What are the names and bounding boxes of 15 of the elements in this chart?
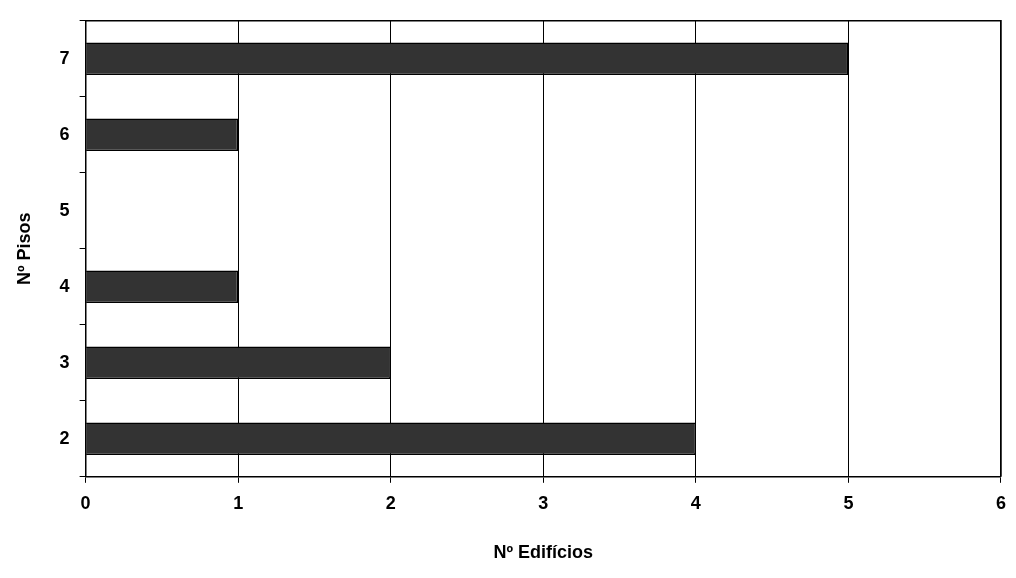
x-tick-label: 5 bbox=[843, 492, 854, 513]
y-tick-label: 7 bbox=[59, 47, 70, 68]
x-tick-label: 1 bbox=[233, 492, 244, 513]
x-tick-label: 6 bbox=[995, 492, 1006, 513]
y-axis-title: Nº Pisos bbox=[13, 212, 34, 286]
x-tick-label: 0 bbox=[80, 492, 91, 513]
y-tick-label: 4 bbox=[59, 275, 70, 296]
y-tick-label: 2 bbox=[59, 427, 70, 448]
x-axis-title: Nº Edifícios bbox=[493, 542, 594, 563]
y-tick-label: 5 bbox=[59, 199, 70, 220]
x-tick-label: 3 bbox=[538, 492, 549, 513]
y-tick-label: 6 bbox=[59, 123, 70, 144]
y-tick-label: 3 bbox=[59, 351, 70, 372]
x-tick-label: 4 bbox=[690, 492, 701, 513]
x-tick-label: 2 bbox=[385, 492, 396, 513]
